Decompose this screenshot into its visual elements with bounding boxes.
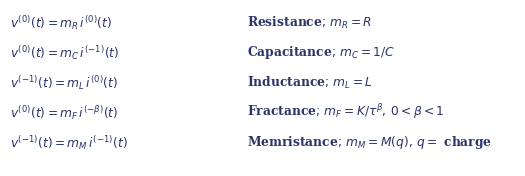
Text: $v^{(-1)}(t) = m_L\, i^{(0)}(t)$: $v^{(-1)}(t) = m_L\, i^{(0)}(t)$ [10,74,119,92]
Text: Resistance$;\,m_R = R$: Resistance$;\,m_R = R$ [247,15,372,31]
Text: Capacitance$;\,m_C = 1/C$: Capacitance$;\,m_C = 1/C$ [247,44,395,61]
Text: Memristance$;\,m_M = M(q),\, q = $ charge: Memristance$;\,m_M = M(q),\, q = $ charg… [247,134,492,151]
Text: Inductance$;\,m_L = L$: Inductance$;\,m_L = L$ [247,75,373,91]
Text: $v^{(-1)}(t) = m_M\, i^{(-1)}(t)$: $v^{(-1)}(t) = m_M\, i^{(-1)}(t)$ [10,134,129,152]
Text: $v^{(0)}(t) = m_R\, i^{(0)}(t)$: $v^{(0)}(t) = m_R\, i^{(0)}(t)$ [10,14,112,32]
Text: $v^{(0)}(t) = m_C\, i^{(-1)}(t)$: $v^{(0)}(t) = m_C\, i^{(-1)}(t)$ [10,44,120,62]
Text: $v^{(0)}(t) = m_F\, i^{(-\beta)}(t)$: $v^{(0)}(t) = m_F\, i^{(-\beta)}(t)$ [10,104,119,122]
Text: Fractance$;\,m_F = K/\tau^{\beta},\,0 < \beta < 1$: Fractance$;\,m_F = K/\tau^{\beta},\,0 < … [247,103,444,122]
